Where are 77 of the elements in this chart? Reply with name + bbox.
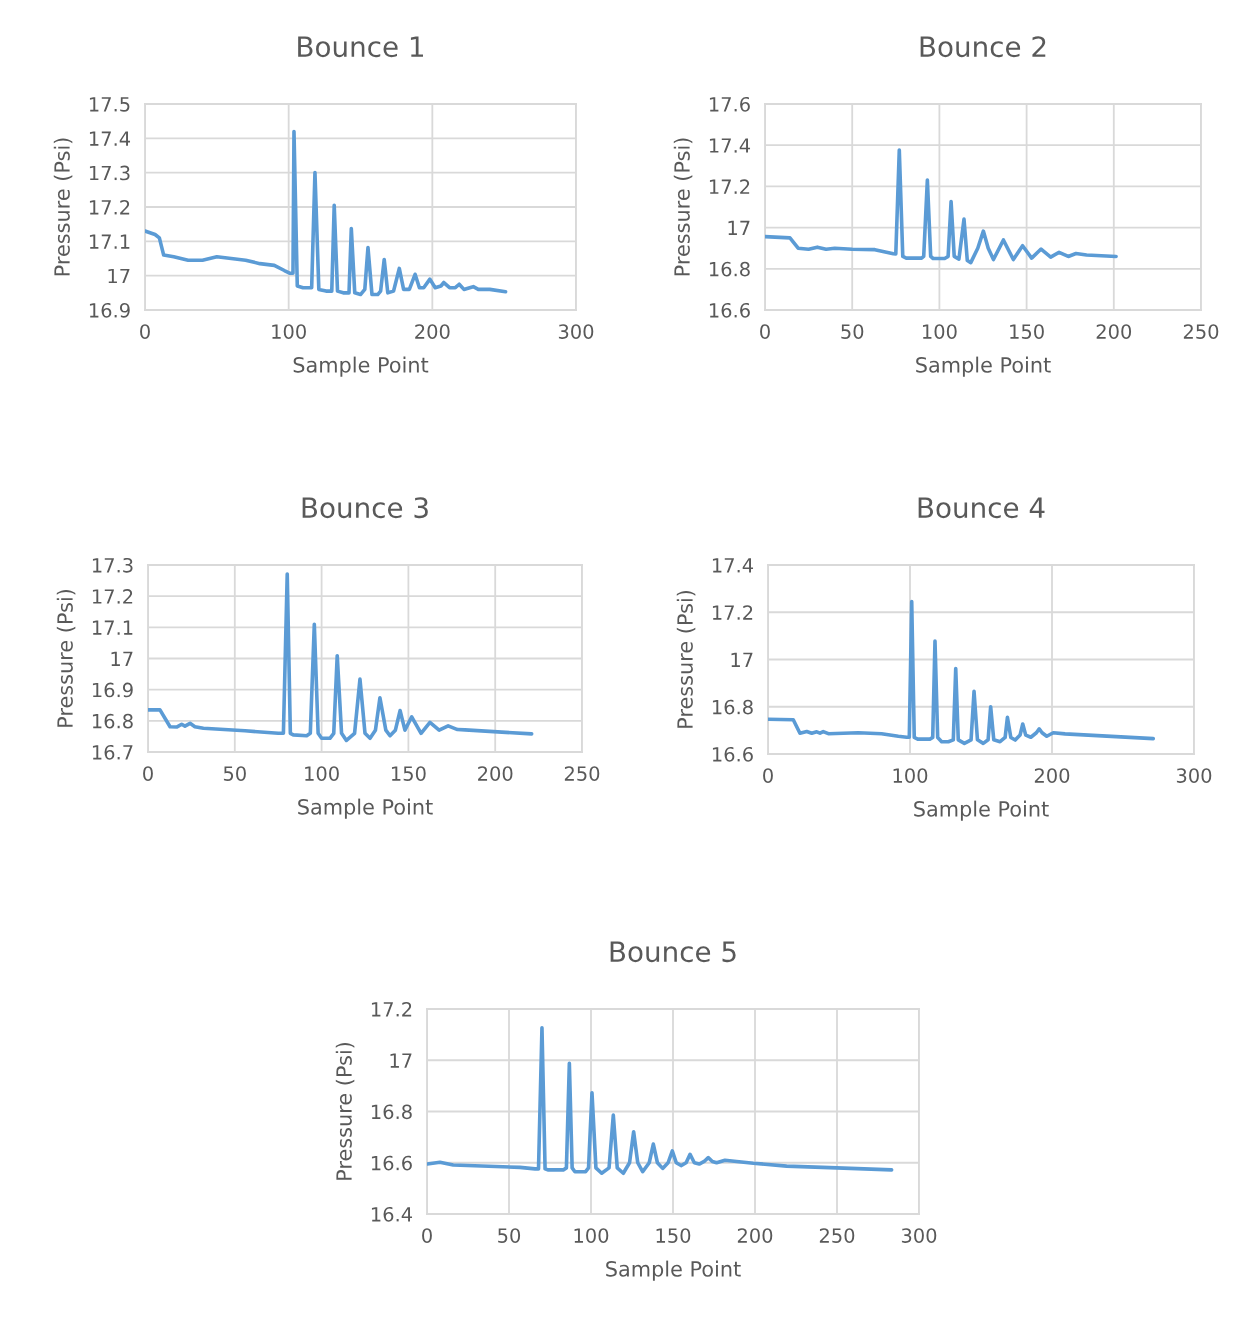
- y-tick-label: 16.7: [92, 744, 133, 760]
- x-tick-label: 200: [1096, 324, 1132, 339]
- y-tick-label: 17.4: [712, 558, 754, 573]
- y-tick-label: 17: [108, 268, 130, 284]
- y-axis-title: Pressure (Psi): [676, 590, 696, 728]
- x-tick-label: 200: [415, 324, 450, 339]
- x-tick-label: 100: [893, 768, 928, 783]
- x-axis-title: Sample Point: [914, 800, 1049, 821]
- y-tick-label: 17: [728, 220, 750, 235]
- x-tick-label: 50: [841, 324, 864, 339]
- y-tick-label: 16.8: [712, 699, 753, 715]
- y-tick-label: 16.4: [371, 1206, 413, 1222]
- x-tick-label: 200: [737, 1228, 773, 1243]
- x-tick-label: 150: [391, 766, 426, 781]
- y-tick-label: 17.2: [89, 199, 130, 215]
- y-tick-label: 17.2: [709, 179, 750, 194]
- x-axis-title: Sample Point: [293, 356, 429, 377]
- y-tick-label: 17.2: [92, 589, 133, 604]
- y-tick-label: 16.8: [709, 261, 750, 277]
- x-tick-label: 50: [498, 1228, 521, 1243]
- y-tick-label: 16.6: [709, 302, 750, 318]
- x-tick-label: 50: [223, 766, 246, 781]
- y-tick-label: 17: [731, 652, 753, 667]
- x-tick-label: 150: [1010, 324, 1044, 339]
- y-tick-label: 17.3: [92, 557, 133, 573]
- line-series: [148, 572, 534, 743]
- x-tick-label: 250: [819, 1228, 855, 1243]
- y-tick-label: 17.2: [712, 605, 753, 620]
- y-tick-label: 17.1: [92, 620, 133, 635]
- y-axis-title: Pressure (Psi): [673, 138, 693, 276]
- x-tick-label: 100: [574, 1228, 609, 1243]
- x-tick-label: 0: [422, 1228, 432, 1243]
- x-axis-title: Sample Point: [916, 356, 1051, 377]
- y-tick-label: 17.6: [709, 96, 750, 112]
- x-tick-label: 300: [558, 324, 594, 339]
- y-axis-title: Pressure (Psi): [53, 138, 73, 276]
- y-tick-label: 17.5: [89, 97, 130, 112]
- x-tick-label: 0: [760, 324, 770, 339]
- x-tick-label: 250: [564, 766, 600, 781]
- chart-title: Bounce 5: [610, 941, 736, 963]
- y-tick-label: 17: [390, 1053, 412, 1068]
- x-tick-label: 150: [656, 1228, 691, 1243]
- y-tick-label: 17: [111, 651, 133, 666]
- x-tick-label: 200: [1034, 768, 1070, 783]
- line-series: [427, 1025, 894, 1176]
- y-tick-label: 16.9: [92, 682, 133, 698]
- y-axis-title: Pressure (Psi): [335, 1042, 355, 1180]
- x-tick-label: 100: [922, 324, 957, 339]
- y-tick-label: 16.8: [92, 713, 133, 729]
- y-tick-label: 17.4: [709, 138, 751, 153]
- x-axis-title: Sample Point: [298, 798, 433, 819]
- x-tick-label: 200: [478, 766, 513, 781]
- y-tick-label: 16.8: [371, 1104, 412, 1120]
- x-tick-label: 250: [1183, 324, 1219, 339]
- chart-title: Bounce 2: [920, 36, 1046, 58]
- line-series: [765, 148, 1118, 265]
- y-tick-label: 16.9: [89, 302, 130, 318]
- chart-title: Bounce 4: [918, 497, 1045, 519]
- x-tick-label: 300: [1176, 768, 1212, 783]
- y-tick-label: 16.6: [712, 746, 753, 762]
- chart-title: Bounce 3: [302, 497, 428, 519]
- x-tick-label: 100: [305, 766, 339, 781]
- y-axis-title: Pressure (Psi): [56, 589, 76, 727]
- y-tick-label: 17.3: [89, 165, 130, 181]
- x-tick-label: 300: [901, 1228, 937, 1243]
- y-tick-label: 17.1: [89, 234, 130, 249]
- y-tick-label: 17.2: [371, 1001, 412, 1017]
- x-axis-title: Sample Point: [606, 1260, 741, 1281]
- x-tick-label: 0: [763, 768, 773, 783]
- line-series: [768, 599, 1156, 746]
- line-series: [145, 129, 508, 297]
- chart-title: Bounce 1: [298, 36, 423, 58]
- x-tick-label: 0: [143, 766, 153, 781]
- y-tick-label: 17.4: [89, 131, 131, 146]
- x-tick-label: 0: [140, 324, 150, 339]
- x-tick-label: 100: [272, 324, 306, 339]
- y-tick-label: 16.6: [371, 1155, 412, 1171]
